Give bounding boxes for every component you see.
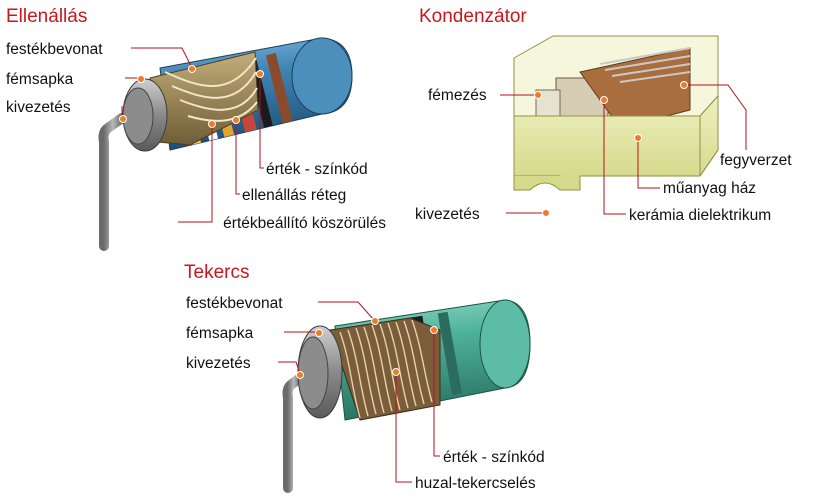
dot bbox=[634, 134, 642, 142]
resistor-title: Ellenállás bbox=[6, 6, 87, 27]
resistor-label-layer: ellenállás réteg bbox=[242, 187, 346, 204]
resistor-groove bbox=[164, 57, 258, 122]
capacitor-title: Kondenzátor bbox=[419, 6, 527, 27]
leader-res-code bbox=[259, 74, 264, 169]
coil-label-lead: kivezetés bbox=[186, 355, 251, 372]
dot bbox=[534, 91, 542, 99]
coil-title: Tekercs bbox=[184, 262, 249, 283]
coil-texts: Tekercs festékbevonat fémsapka kivezetés… bbox=[184, 262, 545, 492]
leader-cap-dielectric bbox=[603, 100, 626, 215]
dot bbox=[600, 96, 608, 104]
leader-coil-code bbox=[433, 330, 440, 457]
coil-left-lead bbox=[282, 373, 305, 493]
capacitor-label-housing: műanyag ház bbox=[663, 180, 756, 197]
capacitor-illustration bbox=[513, 35, 719, 237]
capacitor-label-lead: kivezetés bbox=[415, 206, 480, 223]
resistor-cap-face bbox=[122, 87, 154, 145]
coil-label-code: érték - színkód bbox=[443, 449, 545, 466]
leader-coil-winding bbox=[395, 372, 412, 483]
capacitor-label-dielectric: kerámia dielektrikum bbox=[629, 207, 771, 224]
dot bbox=[392, 368, 400, 376]
dot bbox=[430, 326, 438, 334]
resistor-label-cap: fémsapka bbox=[6, 71, 74, 88]
capacitor-label-metal: fémezés bbox=[428, 87, 487, 104]
dot bbox=[232, 116, 240, 124]
leader-cap-plates bbox=[684, 84, 747, 150]
resistor-label-lead: kivezetés bbox=[6, 99, 71, 116]
coil-right-end bbox=[479, 299, 531, 389]
coil-label-winding: huzal-tekercselés bbox=[415, 475, 536, 492]
coil-winding-lines bbox=[339, 319, 433, 419]
leader-coil-lead bbox=[278, 361, 301, 375]
dot bbox=[188, 65, 196, 73]
leader-res-layer bbox=[235, 120, 240, 195]
dot bbox=[256, 70, 264, 78]
resistor-label-code: érték - színkód bbox=[266, 161, 368, 178]
dot bbox=[371, 317, 379, 325]
leader-cap-housing bbox=[637, 138, 660, 189]
dot bbox=[680, 81, 688, 89]
leader-res-paint bbox=[131, 47, 193, 69]
coil-illustration bbox=[282, 299, 531, 493]
resistor-left-lead bbox=[98, 113, 127, 251]
dot bbox=[137, 75, 145, 83]
capacitor-label-plates: fegyverzet bbox=[720, 152, 792, 169]
dot bbox=[208, 120, 216, 128]
dot bbox=[296, 371, 304, 379]
dot bbox=[542, 209, 550, 217]
capacitor-housing-foot bbox=[513, 176, 581, 191]
plate-lines bbox=[599, 47, 691, 83]
coil-label-paint: festékbevonat bbox=[186, 295, 283, 312]
resistor-label-groove: értékbeállító köszörülés bbox=[223, 215, 386, 232]
leader-coil-paint bbox=[318, 301, 375, 321]
resistor-right-end bbox=[291, 37, 353, 115]
capacitor-texts: Kondenzátor fémezés fegyverzet műanyag h… bbox=[415, 6, 792, 224]
resistor-texts: Ellenállás festékbevonat fémsapka kiveze… bbox=[6, 6, 386, 232]
leader-res-groove bbox=[178, 124, 213, 223]
resistor-label-paint: festékbevonat bbox=[6, 41, 103, 58]
capacitor-housing-edge bbox=[699, 116, 719, 177]
coil-label-cap: fémsapka bbox=[186, 325, 254, 342]
dot bbox=[119, 115, 127, 123]
callout-dots bbox=[119, 65, 688, 379]
leader-lines bbox=[121, 47, 747, 483]
dot bbox=[315, 329, 323, 337]
resistor-illustration bbox=[98, 37, 353, 251]
